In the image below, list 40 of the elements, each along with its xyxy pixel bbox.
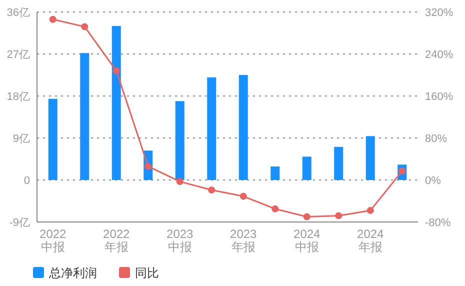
bar	[302, 156, 312, 180]
point	[366, 206, 374, 214]
x-tick-label: 2022 中报	[40, 227, 67, 254]
x-tick-label: 2022 年报	[103, 227, 130, 254]
y-tick-label: 18亿	[6, 91, 30, 103]
bar	[80, 53, 90, 180]
bar	[175, 101, 184, 180]
y2-tick-label: 0%	[425, 175, 442, 187]
y2-tick-label: 80%	[425, 133, 448, 145]
bar	[48, 98, 58, 180]
point	[240, 192, 247, 200]
y2-tick-label: 320%	[425, 7, 454, 19]
bar	[366, 136, 375, 180]
point	[112, 67, 120, 74]
point	[272, 205, 279, 212]
x-tick-label: 2024 年报	[357, 227, 384, 254]
point	[208, 186, 216, 194]
bar	[270, 166, 280, 180]
legend-label: 总净利润	[48, 266, 97, 280]
point	[81, 23, 88, 30]
bar	[334, 146, 344, 180]
y-tick-label: 27亿	[6, 49, 30, 61]
y2-tick-label: -80%	[425, 217, 451, 229]
point	[176, 178, 184, 186]
y-tick-label: 36亿	[6, 7, 30, 19]
bar	[238, 75, 248, 180]
point	[335, 212, 342, 220]
legend-label: 同比	[135, 266, 159, 280]
bar	[112, 26, 121, 180]
bar	[207, 77, 216, 180]
y2-tick-label: 160%	[425, 91, 454, 103]
x-tick-label: 2024 中报	[294, 227, 321, 254]
y-tick-label: -9亿	[9, 217, 30, 229]
point	[303, 213, 310, 220]
x-tick-label: 2023 中报	[166, 227, 194, 254]
point	[49, 16, 56, 23]
y-tick-label: 9亿	[12, 133, 30, 145]
y2-tick-label: 240%	[425, 49, 454, 61]
y-tick-label: 0	[24, 175, 30, 187]
x-tick-label: 2023 年报	[230, 227, 258, 254]
